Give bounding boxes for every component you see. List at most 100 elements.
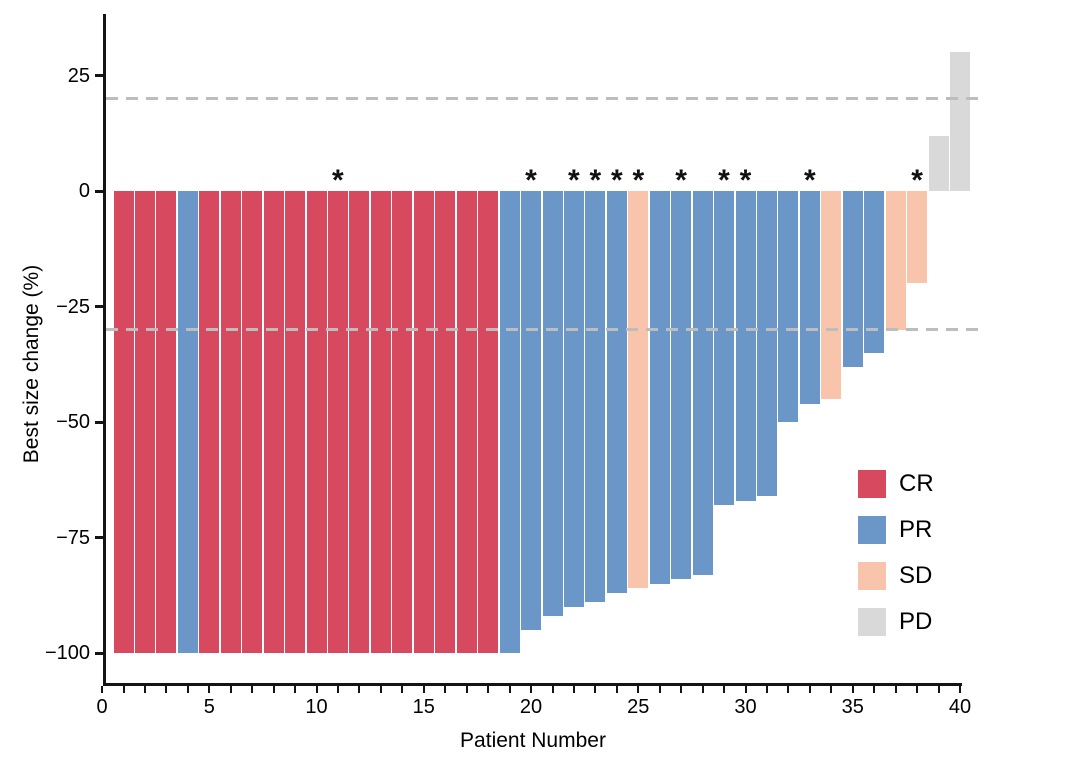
x-tick-label: 5 [203,696,215,718]
x-tick-label: 15 [412,696,435,718]
sd-swatch-icon [858,562,886,590]
legend-item-pd: PD [858,608,934,636]
y-tick-label: −50 [56,411,90,433]
y-tick-label: −100 [44,642,90,664]
pr-swatch-icon [858,516,886,544]
bar-patient-29 [714,191,734,506]
y-axis-spine [103,14,106,686]
star-marker-patient-38: * [911,164,923,197]
legend-label-pd: PD [899,608,933,635]
x-tick-mark [165,686,168,693]
y-tick-label: −25 [56,295,90,318]
bar-patient-21 [542,191,563,616]
y-tick-mark [95,420,103,424]
bar-patient-17 [456,191,477,653]
bar-patient-11 [327,191,348,653]
reference-line-minus30 [106,328,986,332]
x-tick-label: 20 [519,696,543,718]
bar-patient-14 [392,191,413,653]
bar-patient-35 [842,191,863,367]
x-tick-mark [401,686,404,693]
y-tick-mark [95,651,103,655]
legend-item-pr: PR [858,516,934,544]
bar-patient-24 [606,191,627,593]
x-tick-label: 35 [841,696,864,718]
y-tick-label: 0 [78,180,90,202]
x-tick-mark [894,686,897,693]
bar-patient-40 [950,52,970,191]
bar-patient-33 [799,191,820,404]
star-marker-patient-30: * [739,164,752,197]
reference-line-plus20 [106,97,986,101]
x-axis-spine [103,683,962,686]
star-marker-patient-29: * [718,164,730,197]
star-marker-patient-33: * [804,164,816,197]
bar-patient-6 [220,191,241,653]
x-tick-mark [551,686,554,693]
y-tick-label: 25 [67,64,90,87]
x-tick-mark [272,686,275,693]
x-tick-label: 0 [96,696,108,718]
x-tick-mark [444,686,447,693]
bar-patient-30 [735,191,756,501]
x-tick-mark [379,686,382,693]
x-tick-mark [680,686,683,693]
x-tick-mark [916,686,919,693]
bar-patient-34 [821,191,842,399]
bar-patient-4 [177,191,198,653]
pd-swatch-icon [858,608,886,636]
y-tick-mark [95,189,103,193]
bar-patient-20 [521,191,541,630]
bar-patient-23 [585,191,606,603]
legend-label-pr: PR [899,516,933,543]
bar-patient-36 [864,191,885,353]
bar-patient-31 [756,191,777,496]
bar-patient-9 [285,191,305,653]
star-marker-patient-11: * [332,164,344,197]
x-tick-mark [744,686,747,693]
x-tick-mark [487,686,490,693]
x-tick-mark [229,686,232,693]
x-tick-mark [765,686,768,693]
x-tick-label: 25 [627,696,650,718]
y-tick-mark [95,74,103,77]
y-tick-mark [95,536,103,539]
x-tick-mark [122,686,125,693]
x-tick-label: 10 [305,696,328,718]
bar-patient-15 [413,191,434,653]
bar-patient-3 [156,191,177,653]
bar-patient-16 [435,191,456,653]
x-tick-mark [208,686,211,693]
y-tick-mark [95,305,103,308]
legend-label-cr: CR [899,470,934,497]
bar-patient-5 [199,191,220,653]
bar-patient-32 [778,191,799,422]
x-tick-mark [422,686,425,693]
y-tick-label: −75 [56,526,90,549]
x-tick-mark [251,686,254,693]
x-tick-mark [294,686,296,693]
x-tick-mark [315,686,318,693]
star-marker-patient-20: * [525,164,537,197]
x-tick-mark [937,686,940,693]
bar-patient-12 [349,191,370,653]
x-tick-mark [615,686,618,693]
bar-patient-8 [263,191,284,653]
x-tick-mark [808,686,811,693]
bar-patient-13 [370,191,391,653]
x-tick-mark [336,686,339,693]
bar-patient-39 [928,135,949,191]
bar-patient-18 [478,191,499,653]
star-marker-patient-27: * [675,164,687,197]
x-tick-mark [637,686,640,693]
x-tick-mark [959,686,961,693]
bar-patient-26 [649,191,670,584]
x-tick-mark [701,686,704,693]
legend: CR PR SD PD [858,470,934,654]
bar-patient-10 [306,191,327,653]
star-marker-patient-23: * [589,164,602,197]
legend-item-cr: CR [858,470,934,498]
bar-patient-38 [907,191,928,284]
bar-patient-22 [563,191,584,607]
